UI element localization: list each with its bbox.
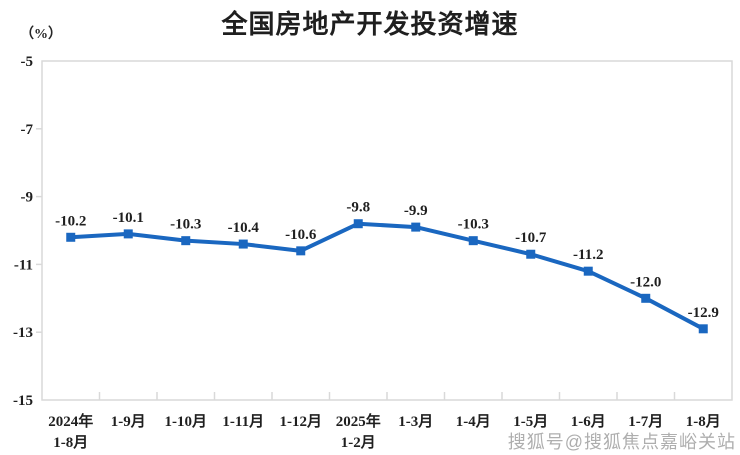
data-point-marker <box>238 239 248 249</box>
data-label: -10.3 <box>458 217 489 233</box>
y-axis-tick-label: -9 <box>21 190 34 206</box>
data-label: -9.9 <box>404 203 428 219</box>
x-axis-category-label: 1-3月 <box>398 413 433 430</box>
y-axis-unit-label: （%） <box>20 27 62 42</box>
data-point-marker <box>181 236 191 246</box>
data-point-marker <box>353 219 363 229</box>
y-axis-tick-label: -15 <box>13 393 33 409</box>
x-axis-category-label: 1-6月 <box>571 413 606 430</box>
x-axis-category-label: 1-12月 <box>280 413 323 430</box>
data-label: -12.9 <box>688 305 719 321</box>
data-label: -10.4 <box>228 220 260 236</box>
x-axis-category-label: 1-8月 <box>53 434 88 451</box>
chart-title: 全国房地产开发投资增速 <box>221 9 519 39</box>
watermark-text: 搜狐号@搜狐焦点嘉峪关站 <box>507 432 736 452</box>
plot-area-border <box>41 60 733 401</box>
data-point-marker <box>411 222 421 232</box>
data-point-marker <box>641 293 651 303</box>
x-axis-category-label: 1-7月 <box>628 413 663 430</box>
y-axis-tick-label: -5 <box>21 54 34 70</box>
data-point-marker <box>66 232 76 242</box>
data-label: -12.0 <box>630 274 661 290</box>
data-point-marker <box>123 229 133 239</box>
data-label: -10.7 <box>515 230 547 246</box>
data-line <box>70 221 705 331</box>
data-point-marker <box>698 324 708 334</box>
data-label: -10.1 <box>113 210 144 226</box>
data-label: -9.8 <box>346 200 370 216</box>
y-axis-tick-label: -11 <box>14 257 33 273</box>
x-axis-category-label: 2025年 <box>336 412 381 430</box>
data-label: -11.2 <box>573 247 603 263</box>
data-label: -10.3 <box>170 217 201 233</box>
x-axis-category-label: 2024年 <box>48 412 93 430</box>
x-axis-category-label: 1-8月 <box>686 413 721 430</box>
x-axis-category-label: 1-9月 <box>111 413 146 430</box>
x-axis-category-label: 1-5月 <box>513 413 548 430</box>
x-axis-category-label: 1-4月 <box>456 413 491 430</box>
x-axis-category-label: 1-2月 <box>341 434 376 451</box>
data-point-marker <box>583 266 593 276</box>
data-point-marker <box>526 249 536 259</box>
data-point-marker <box>468 236 478 246</box>
data-label: -10.6 <box>285 227 317 243</box>
x-axis-category-label: 1-11月 <box>222 413 264 430</box>
x-axis-category-label: 1-10月 <box>165 413 208 430</box>
data-label: -10.2 <box>55 213 86 229</box>
y-axis-tick-label: -7 <box>21 122 34 138</box>
data-point-marker <box>296 246 306 256</box>
y-axis-tick-label: -13 <box>13 325 33 341</box>
